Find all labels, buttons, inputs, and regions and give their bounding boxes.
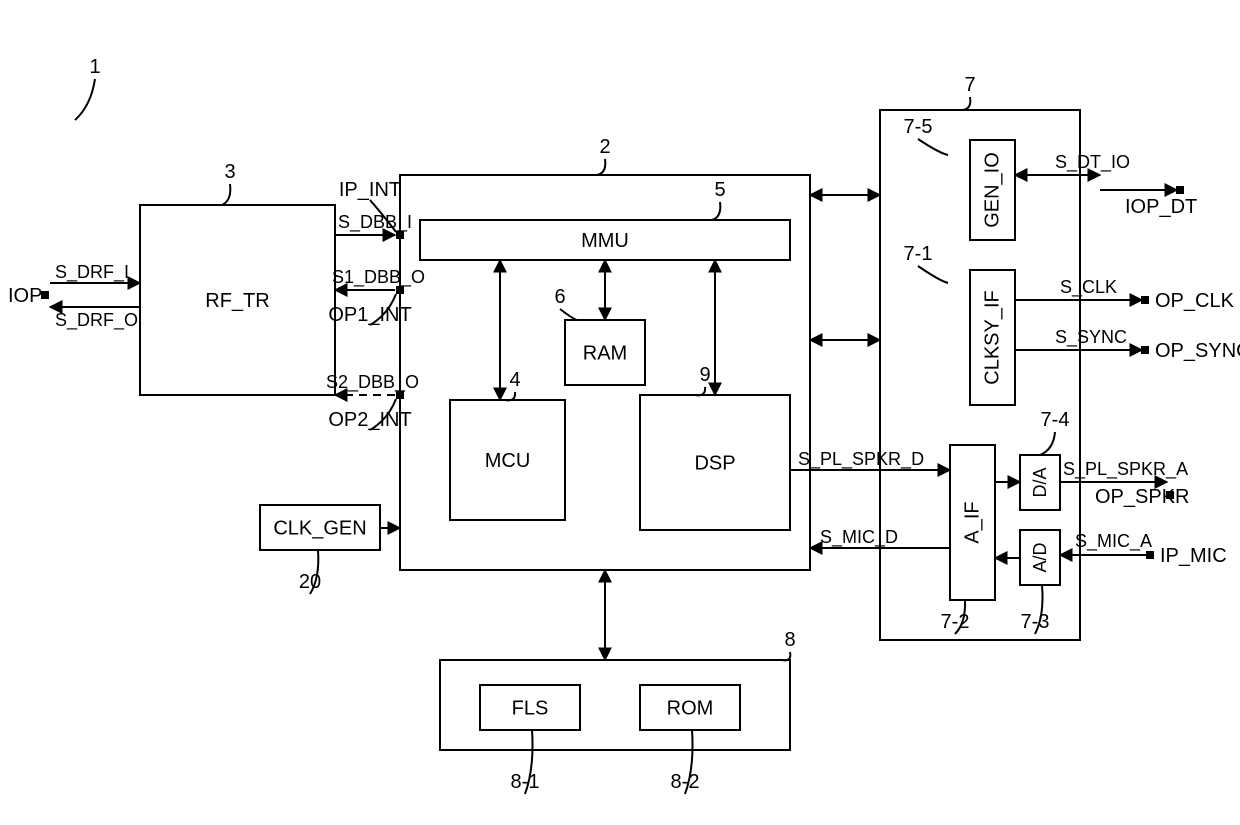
ref-leader-n7 <box>962 97 970 110</box>
signal-s_dt_io: S_DT_IO <box>1055 152 1130 173</box>
ref-label-n7: 7 <box>964 74 975 96</box>
port-label-iop_dt: IOP_DT <box>1125 196 1197 218</box>
port-label-ip_int: IP_INT <box>339 179 401 201</box>
port-label-op_clk: OP_CLK <box>1155 290 1235 312</box>
svg-text:RF_TR: RF_TR <box>205 290 269 312</box>
ref-label-n72: 7-2 <box>941 611 970 633</box>
ref-leader-n74 <box>1040 432 1055 455</box>
port-ip_mic <box>1146 551 1154 559</box>
ref-label-n1: 1 <box>89 56 100 78</box>
ref-leader-n75 <box>918 139 948 155</box>
block-mmu: MMU <box>420 220 790 260</box>
ref-leader-n6 <box>560 309 578 320</box>
ref-label-n8: 8 <box>784 629 795 651</box>
svg-text:CLK_GEN: CLK_GEN <box>273 518 366 540</box>
svg-text:D/A: D/A <box>1030 467 1050 497</box>
signal-s_mic_d: S_MIC_D <box>820 527 898 548</box>
svg-text:A/D: A/D <box>1030 542 1050 572</box>
ref-label-n5: 5 <box>714 179 725 201</box>
port-label-op_sync: OP_SYNC <box>1155 340 1240 362</box>
ref-label-n74: 7-4 <box>1041 409 1070 431</box>
ref-label-n3: 3 <box>224 161 235 183</box>
port-label-op1_int: OP1_INT <box>328 304 411 326</box>
ref-label-n73: 7-3 <box>1021 611 1050 633</box>
block-periph <box>880 110 1080 640</box>
signal-s_drf_o: S_DRF_O <box>55 310 138 331</box>
ref-label-n82: 8-2 <box>671 771 700 793</box>
svg-text:RAM: RAM <box>583 343 627 365</box>
port-op_sync <box>1141 346 1149 354</box>
port-op2_int <box>396 391 404 399</box>
block-dsp: DSP <box>640 395 790 530</box>
port-ip_int <box>396 231 404 239</box>
ref-leader-n2 <box>597 159 605 175</box>
signal-s_dbb_i: S_DBB_I <box>338 212 412 233</box>
ref-leader-n1 <box>75 79 95 120</box>
block-gen-io: GEN_IO <box>970 140 1015 240</box>
port-label-ip_mic: IP_MIC <box>1160 545 1227 567</box>
svg-text:MCU: MCU <box>485 450 531 472</box>
signal-s_sync: S_SYNC <box>1055 327 1127 348</box>
block-mem <box>440 660 790 750</box>
ref-label-n2: 2 <box>599 136 610 158</box>
signal-s2_dbb_o: S2_DBB_O <box>326 372 419 393</box>
block-ram: RAM <box>565 320 645 385</box>
port-label-iop: IOP <box>8 285 42 307</box>
block-rf-tr: RF_TR <box>140 205 335 395</box>
svg-text:FLS: FLS <box>512 698 549 720</box>
ref-leader-n5 <box>712 202 720 220</box>
block-clk-gen: CLK_GEN <box>260 505 380 550</box>
block-mcu: MCU <box>450 400 565 520</box>
signal-s_clk: S_CLK <box>1060 277 1117 298</box>
signal-s_pl_spkr_d: S_PL_SPKR_D <box>798 449 924 470</box>
signal-s1_dbb_o: S1_DBB_O <box>332 267 425 288</box>
port-label-op_spkr: OP_SPKR <box>1095 486 1189 508</box>
ref-label-n9: 9 <box>699 364 710 386</box>
signal-s_mic_a: S_MIC_A <box>1075 531 1152 552</box>
svg-text:CLKSY_IF: CLKSY_IF <box>982 290 1004 384</box>
svg-text:DSP: DSP <box>694 453 735 475</box>
diagram-canvas: RF_TR MMU RAM MCU DSP CLK_GEN FLS ROM G <box>0 0 1240 825</box>
svg-text:GEN_IO: GEN_IO <box>982 152 1004 228</box>
block-rom: ROM <box>640 685 740 730</box>
block-da: D/A <box>1020 455 1060 510</box>
port-op1_int <box>396 286 404 294</box>
signal-s_pl_spkr_a: S_PL_SPKR_A <box>1063 459 1188 480</box>
ref-label-n71: 7-1 <box>904 243 933 265</box>
port-label-op2_int: OP2_INT <box>328 409 411 431</box>
svg-text:MMU: MMU <box>581 230 629 252</box>
signal-s_drf_i: S_DRF_I <box>55 262 129 283</box>
block-a-if: A_IF <box>950 445 995 600</box>
ref-label-n75: 7-5 <box>904 116 933 138</box>
ref-label-n4: 4 <box>509 369 520 391</box>
svg-text:ROM: ROM <box>667 698 714 720</box>
block-clksy-if: CLKSY_IF <box>970 270 1015 405</box>
ref-leader-n3 <box>222 184 230 205</box>
block-fls: FLS <box>480 685 580 730</box>
port-iop_dt <box>1176 186 1184 194</box>
ref-label-n81: 8-1 <box>511 771 540 793</box>
block-ad: A/D <box>1020 530 1060 585</box>
svg-text:A_IF: A_IF <box>962 501 984 543</box>
port-op_clk <box>1141 296 1149 304</box>
ref-leader-n71 <box>918 266 948 283</box>
ref-label-n6: 6 <box>554 286 565 308</box>
ref-label-n20: 20 <box>299 571 321 593</box>
